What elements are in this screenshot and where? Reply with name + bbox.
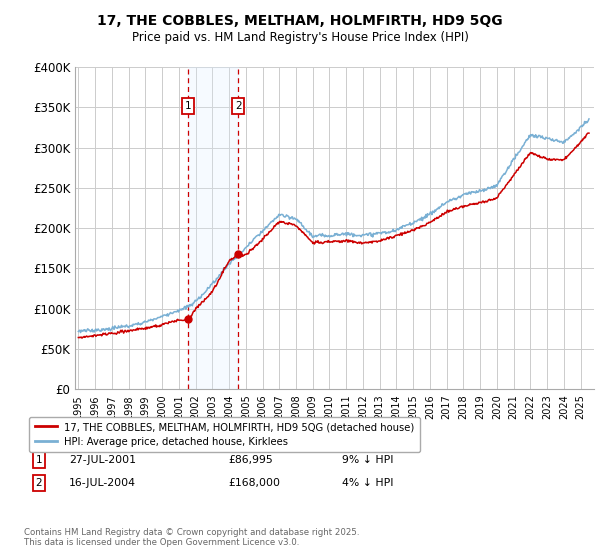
Legend: 17, THE COBBLES, MELTHAM, HOLMFIRTH, HD9 5QG (detached house), HPI: Average pric: 17, THE COBBLES, MELTHAM, HOLMFIRTH, HD9… <box>29 417 420 452</box>
Text: 16-JUL-2004: 16-JUL-2004 <box>69 478 136 488</box>
Text: 27-JUL-2001: 27-JUL-2001 <box>69 455 136 465</box>
Text: 1: 1 <box>185 101 191 111</box>
Text: £86,995: £86,995 <box>228 455 273 465</box>
Text: Price paid vs. HM Land Registry's House Price Index (HPI): Price paid vs. HM Land Registry's House … <box>131 31 469 44</box>
Text: Contains HM Land Registry data © Crown copyright and database right 2025.
This d: Contains HM Land Registry data © Crown c… <box>24 528 359 547</box>
Text: 17, THE COBBLES, MELTHAM, HOLMFIRTH, HD9 5QG: 17, THE COBBLES, MELTHAM, HOLMFIRTH, HD9… <box>97 14 503 28</box>
Text: 9% ↓ HPI: 9% ↓ HPI <box>342 455 394 465</box>
Text: 1: 1 <box>35 455 43 465</box>
Text: 2: 2 <box>235 101 241 111</box>
Text: 4% ↓ HPI: 4% ↓ HPI <box>342 478 394 488</box>
Text: £168,000: £168,000 <box>228 478 280 488</box>
Bar <box>188 67 238 389</box>
Text: 2: 2 <box>35 478 43 488</box>
